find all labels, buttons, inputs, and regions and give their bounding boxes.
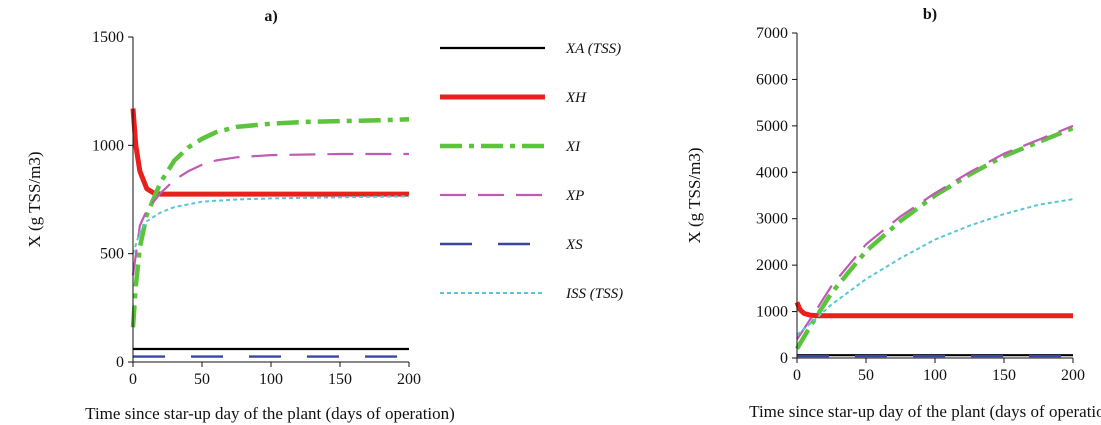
chart-a-legend: XA (TSS) XH XI XP XS ISS (TSS) (440, 41, 623, 302)
legend-label: XS (565, 237, 583, 253)
chart-a-x-tick-label: 100 (259, 371, 283, 388)
chart-a-y-axis-label: X (g TSS/m3) (25, 151, 44, 247)
chart-a-y-tick-label: 1000 (92, 137, 124, 154)
legend-label: ISS (TSS) (565, 286, 623, 302)
legend-label: XA (TSS) (565, 41, 621, 57)
chart-a-x-tick-label: 200 (397, 371, 421, 388)
chart-b-x-axis-label: Time since star-up day of the plant (day… (749, 402, 1101, 421)
chart-b-x-tick-label: 200 (1061, 367, 1085, 384)
chart-a-y-tick-label: 1500 (92, 29, 124, 46)
chart-b-y-tick-label: 7000 (756, 25, 788, 42)
legend-label: XI (565, 139, 581, 155)
legend-label: XP (565, 188, 584, 204)
chart-b-y-tick-label: 5000 (756, 118, 788, 135)
chart-a-x-tick-label: 50 (194, 371, 210, 388)
chart-a-y-tick-label: 0 (116, 354, 124, 371)
chart-a-x-tick-label: 0 (129, 371, 137, 388)
chart-b-y-tick-label: 0 (780, 350, 788, 367)
chart-b-series-xh (794, 301, 1073, 319)
chart-b-y-tick-label: 2000 (756, 257, 788, 274)
chart-a (128, 36, 410, 367)
chart-b-x-tick-label: 0 (793, 367, 801, 384)
chart-b-title: b) (923, 6, 937, 23)
chart-b-x-tick-label: 150 (992, 367, 1016, 384)
chart-b-x-tick-label: 50 (858, 367, 874, 384)
chart-a-y-tick-label: 500 (100, 246, 124, 263)
chart-b-series-xi (795, 126, 1074, 350)
chart-b-y-tick-label: 4000 (756, 164, 788, 181)
chart-b (792, 32, 1074, 363)
chart-a-series-xi (130, 117, 410, 328)
legend-label: XH (565, 90, 587, 106)
chart-b-x-tick-label: 100 (923, 367, 947, 384)
chart-b-y-tick-label: 3000 (756, 211, 788, 228)
chart-b-series-xp (796, 124, 1074, 341)
chart-a-series-iss-tss (132, 195, 410, 255)
chart-a-x-axis-label: Time since star-up day of the plant (day… (85, 404, 455, 423)
chart-b-y-axis-label: X (g TSS/m3) (685, 147, 704, 243)
chart-a-series-xp (131, 152, 409, 276)
chart-b-y-tick-label: 1000 (756, 304, 788, 321)
chart-b-y-tick-label: 6000 (756, 71, 788, 88)
chart-a-x-tick-label: 150 (328, 371, 352, 388)
chart-b-series-iss-tss (796, 198, 1074, 336)
chart-a-title: a) (264, 8, 277, 25)
